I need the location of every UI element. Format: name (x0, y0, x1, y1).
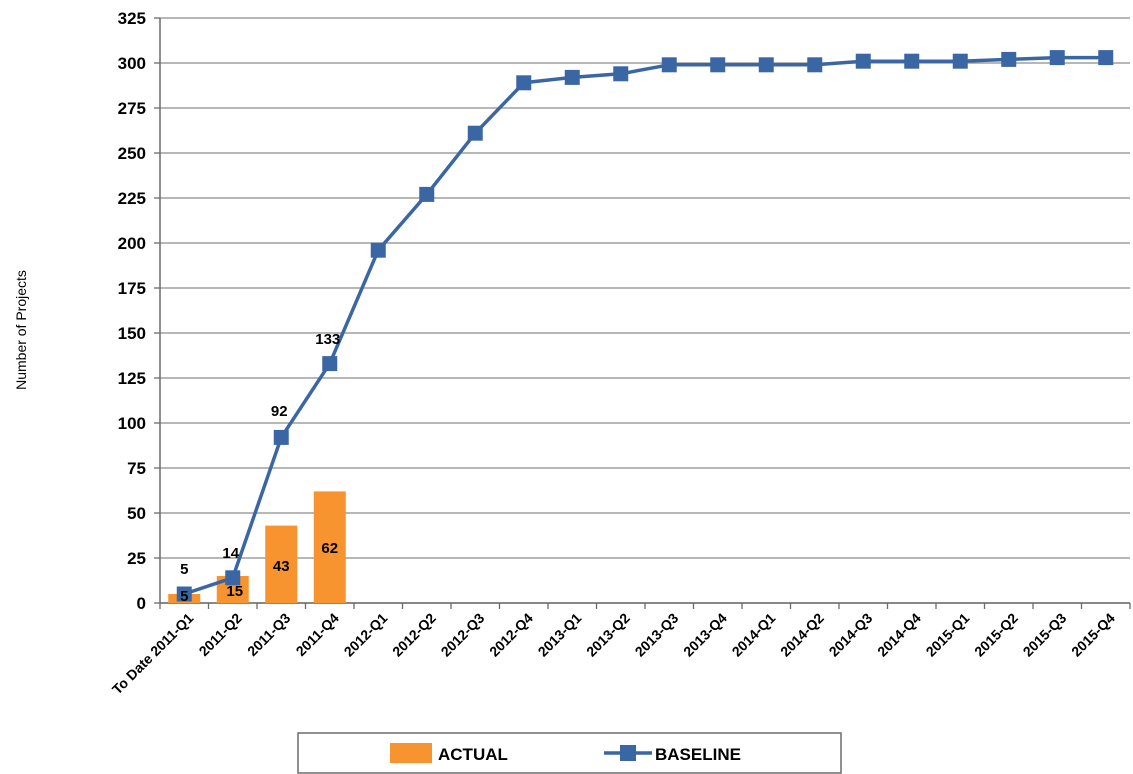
y-tick-label: 275 (118, 99, 146, 118)
x-tick-label: 2015-Q1 (923, 610, 973, 660)
data-label-baseline: 14 (222, 545, 239, 562)
legend-swatch-actual (390, 743, 432, 763)
x-tick-label: To Date 2011-Q1 (109, 610, 197, 698)
x-tick-label: 2015-Q2 (971, 610, 1021, 660)
baseline-marker (1049, 50, 1065, 66)
x-tick-label: 2011-Q3 (244, 610, 293, 659)
x-tick-label: 2013-Q1 (535, 610, 585, 660)
y-tick-label: 50 (127, 504, 146, 523)
x-tick-label: 2015-Q3 (1020, 610, 1070, 660)
y-axis-title: Number of Projects (13, 270, 29, 390)
baseline-marker (1001, 51, 1017, 67)
data-label-baseline: 92 (271, 403, 288, 420)
x-tick-label: 2012-Q3 (438, 610, 488, 660)
x-tick-label: 2012-Q4 (486, 610, 536, 660)
baseline-marker (758, 57, 774, 73)
baseline-marker (516, 75, 532, 91)
bar-actual (313, 491, 346, 603)
baseline-marker (807, 57, 823, 73)
y-tick-label: 325 (118, 9, 146, 28)
baseline-marker (904, 53, 920, 69)
x-tick-label: 2011-Q4 (293, 610, 342, 659)
baseline-marker (952, 53, 968, 69)
baseline-marker (322, 356, 338, 372)
baseline-marker (467, 125, 483, 141)
y-tick-label: 25 (127, 549, 146, 568)
baseline-marker (564, 69, 580, 85)
y-tick-label: 100 (118, 414, 146, 433)
baseline-marker (176, 586, 192, 602)
x-tick-label: 2014-Q1 (729, 610, 779, 660)
y-tick-label: 300 (118, 54, 146, 73)
baseline-marker (273, 429, 289, 445)
x-tick-label: 2014-Q2 (777, 610, 827, 660)
baseline-marker (855, 53, 871, 69)
legend-box (297, 732, 842, 774)
legend-marker-baseline (620, 745, 636, 761)
baseline-line (183, 55, 1106, 596)
baseline-marker (710, 57, 726, 73)
x-tick-label: 2011-Q2 (196, 610, 245, 659)
data-label-actual: 62 (321, 540, 338, 557)
x-tick-label: 2013-Q2 (583, 610, 633, 660)
baseline-marker (225, 570, 241, 586)
y-tick-label: 150 (118, 324, 146, 343)
y-tick-label: 0 (137, 594, 146, 613)
data-label-actual: 15 (226, 583, 243, 600)
baseline-marker (370, 242, 386, 258)
y-tick-label: 250 (118, 144, 146, 163)
baseline-marker (613, 66, 629, 82)
data-label-actual: 43 (273, 558, 290, 575)
x-tick-label: 2014-Q4 (874, 610, 924, 660)
x-tick-label: 2013-Q4 (680, 610, 730, 660)
baseline-marker (661, 57, 677, 73)
x-tick-label: 2012-Q1 (341, 610, 391, 660)
baseline-marker (419, 186, 435, 202)
data-label-baseline: 5 (180, 561, 188, 578)
x-tick-label: 2013-Q3 (632, 610, 682, 660)
legend-label-baseline: BASELINE (655, 745, 741, 764)
y-tick-label: 175 (118, 279, 146, 298)
y-tick-label: 75 (127, 459, 146, 478)
data-label-baseline: 133 (315, 331, 340, 348)
y-tick-label: 125 (118, 369, 146, 388)
x-tick-label: 2012-Q2 (389, 610, 439, 660)
y-tick-label: 225 (118, 189, 146, 208)
y-tick-label: 200 (118, 234, 146, 253)
baseline-marker (1098, 50, 1114, 66)
legend-label-actual: ACTUAL (438, 745, 508, 764)
x-tick-label: 2015-Q4 (1068, 610, 1118, 660)
x-tick-label: 2014-Q3 (826, 610, 876, 660)
data-label-actual: 5 (180, 588, 188, 605)
bar-actual (265, 525, 298, 603)
